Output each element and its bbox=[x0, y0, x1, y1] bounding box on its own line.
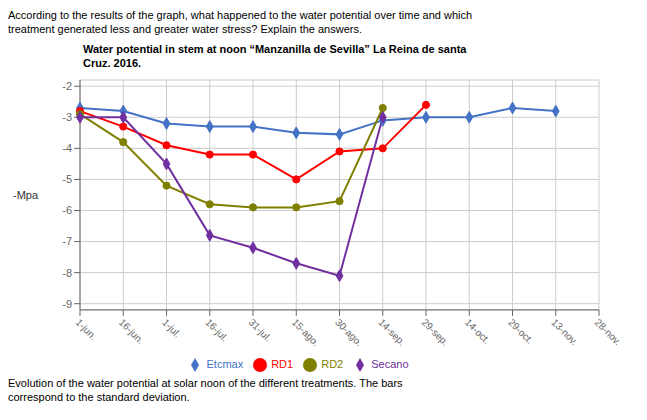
svg-text:14-oct.: 14-oct. bbox=[463, 317, 492, 346]
html-text:Secano: Secano bbox=[371, 357, 409, 370]
svg-text:-2: -2 bbox=[62, 80, 72, 92]
svg-text:-4: -4 bbox=[62, 142, 72, 154]
svg-text:1-jun.: 1-jun. bbox=[74, 317, 99, 342]
svg-text:-7: -7 bbox=[62, 235, 72, 247]
html-text:Water potential in stem at noo: Water potential in stem at noon “Manzani… bbox=[83, 43, 467, 69]
svg-text:16-jun.: 16-jun. bbox=[117, 317, 146, 346]
html-text:Evolution of the water potenti: Evolution of the water potential at sola… bbox=[8, 377, 403, 403]
svg-text:15-ago.: 15-ago. bbox=[290, 317, 322, 349]
svg-text:29-sep.: 29-sep. bbox=[420, 317, 451, 348]
svg-text:29-oct.: 29-oct. bbox=[506, 317, 535, 346]
html-text:RD2: RD2 bbox=[321, 357, 344, 370]
svg-text:14-sep.: 14-sep. bbox=[376, 317, 407, 348]
svg-text:-3: -3 bbox=[62, 111, 72, 123]
svg-text:1-jul.: 1-jul. bbox=[160, 317, 183, 340]
svg-text:13-nov.: 13-nov. bbox=[549, 317, 580, 348]
svg-text:31-jul.: 31-jul. bbox=[247, 317, 274, 344]
html-text:Etcmax: Etcmax bbox=[206, 357, 244, 370]
svg-text:30-ago.: 30-ago. bbox=[333, 317, 365, 349]
svg-text:16-jul.: 16-jul. bbox=[203, 317, 230, 344]
svg-text:28-nov.: 28-nov. bbox=[593, 317, 624, 348]
svg-text:-5: -5 bbox=[62, 173, 72, 185]
svg-text:-Mpa: -Mpa bbox=[13, 189, 39, 201]
html-text:According to the results of th: According to the results of the graph, w… bbox=[8, 9, 473, 35]
svg-text:-8: -8 bbox=[62, 267, 72, 279]
html-text:RD1: RD1 bbox=[271, 357, 294, 370]
svg-text:-9: -9 bbox=[62, 298, 72, 310]
svg-text:-6: -6 bbox=[62, 204, 72, 216]
